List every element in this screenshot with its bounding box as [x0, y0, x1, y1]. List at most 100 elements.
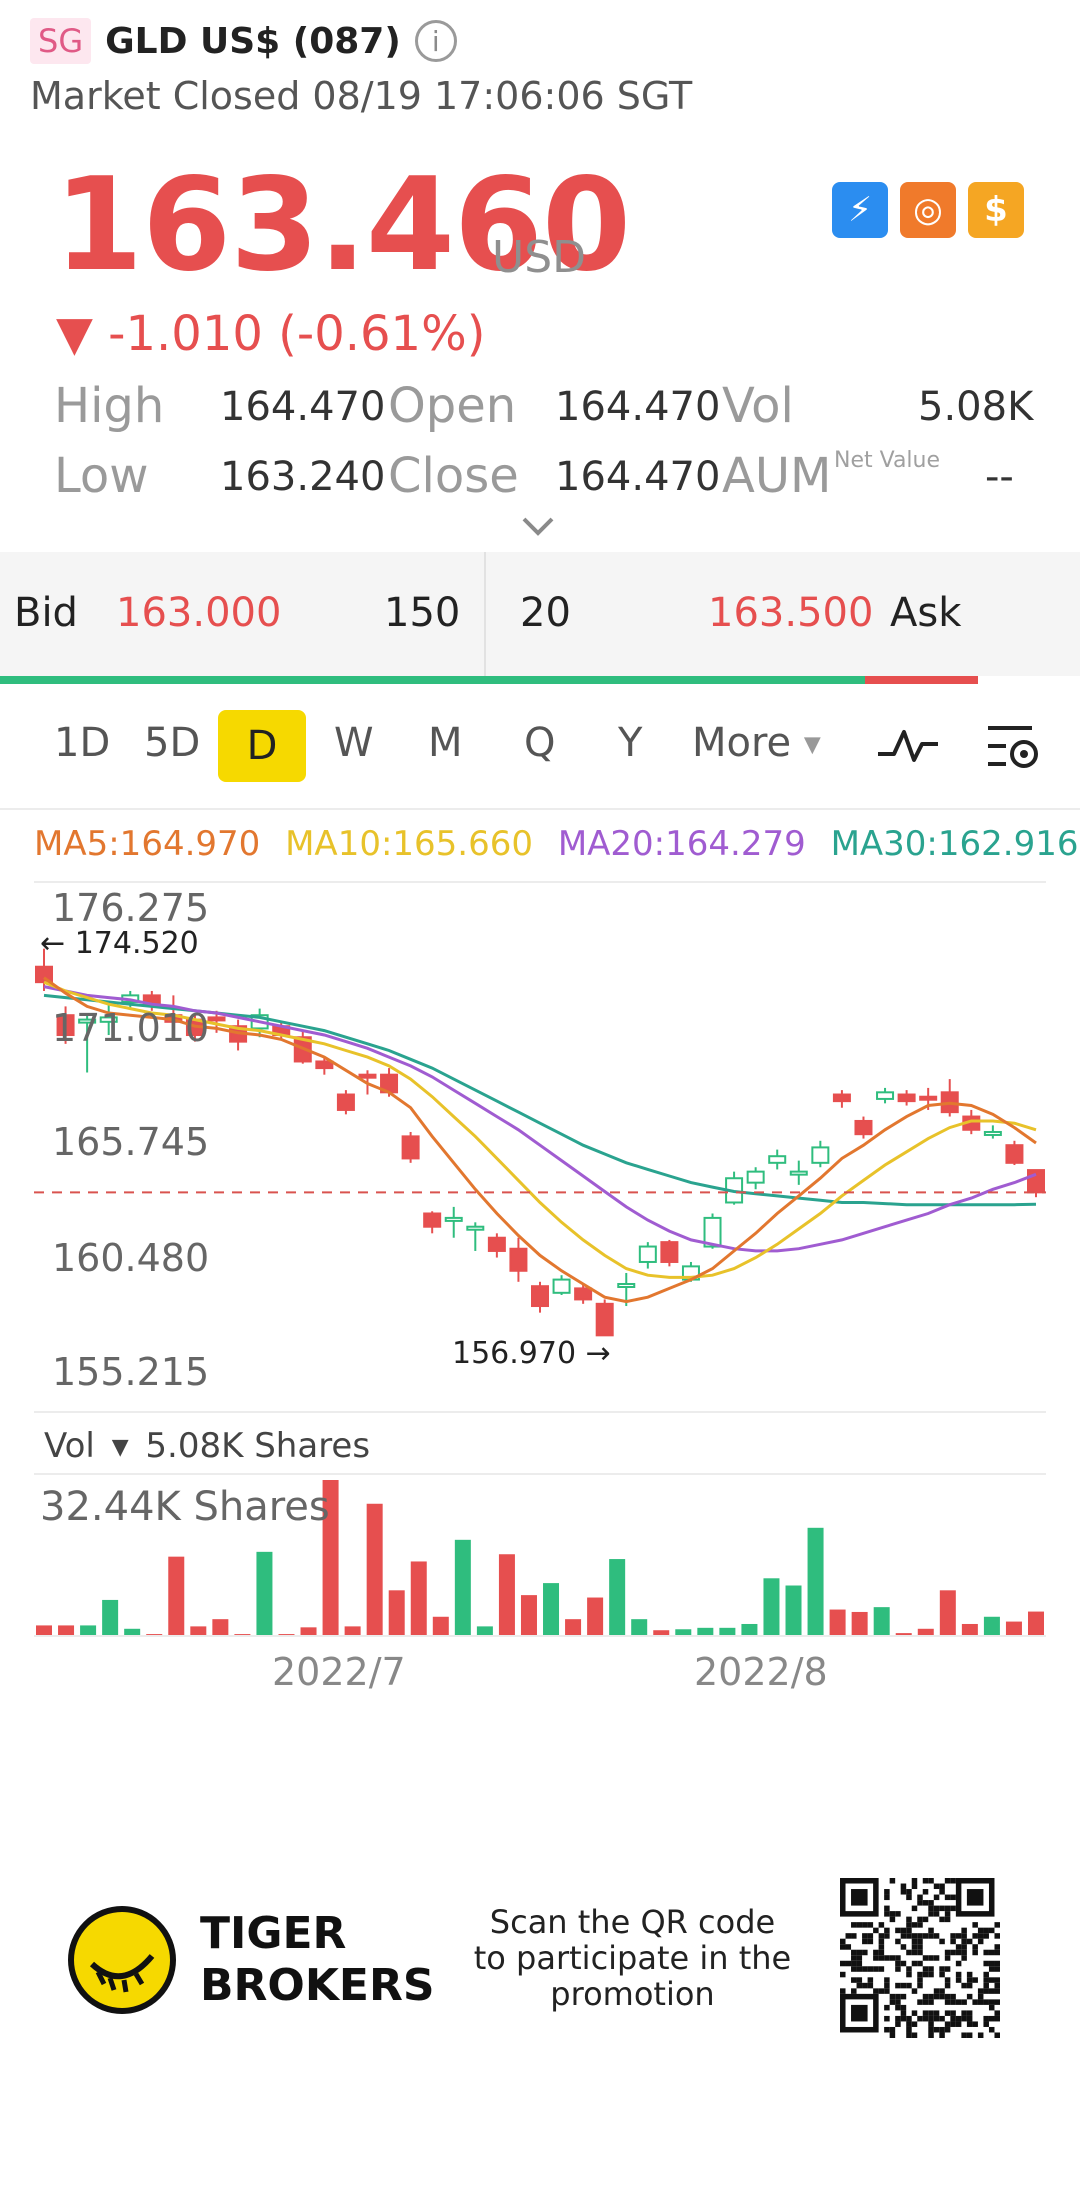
qr-module — [922, 1900, 929, 1906]
qr-module — [900, 1944, 907, 1950]
qr-module — [862, 1938, 868, 1945]
volume-bar — [388, 1590, 405, 1636]
qr-module — [944, 1949, 951, 1956]
candle-body — [876, 1091, 895, 1100]
tab-1d[interactable]: 1D — [54, 720, 111, 766]
qr-module — [884, 1889, 890, 1895]
dollar-icon[interactable]: $ — [968, 182, 1024, 238]
qr-module — [840, 1938, 846, 1945]
qr-code[interactable] — [840, 1878, 1000, 2038]
tab-y[interactable]: Y — [618, 720, 643, 766]
qr-module — [939, 1966, 945, 1972]
tab-q[interactable]: Q — [524, 720, 556, 766]
qr-module — [878, 1944, 885, 1950]
qr-module — [972, 1922, 978, 1928]
price-unit: USD — [492, 232, 587, 283]
volume-bar — [80, 1625, 97, 1636]
qr-module — [955, 1944, 962, 1950]
qr-module — [911, 2021, 918, 2027]
qr-module — [944, 1993, 951, 2000]
tab-w[interactable]: W — [334, 720, 374, 766]
lightning-icon[interactable]: ⚡ — [832, 182, 888, 238]
bid-ask-panel — [0, 552, 1080, 676]
qr-module — [944, 2026, 951, 2033]
candle-body — [78, 1018, 97, 1024]
qr-module — [944, 1911, 951, 1917]
qr-module — [851, 1955, 857, 1961]
volume-max-label: 32.44K Shares — [40, 1484, 330, 1530]
qr-module — [922, 1955, 929, 1961]
chart-settings-icon[interactable] — [986, 722, 1042, 776]
qr-module — [961, 1949, 967, 1956]
volume-bar — [190, 1626, 207, 1636]
qr-module — [939, 1938, 945, 1945]
qr-module — [966, 1993, 973, 2000]
qr-module — [906, 1922, 912, 1928]
qr-module — [906, 1889, 912, 1895]
qr-module — [922, 1971, 929, 1978]
tab-m[interactable]: M — [428, 720, 463, 766]
volume-header[interactable]: Vol ▼ 5.08K Shares — [44, 1426, 370, 1466]
qr-module — [900, 2004, 907, 2011]
y-tick-2: 171.010 — [52, 1006, 210, 1050]
info-icon[interactable]: i — [414, 20, 457, 62]
qr-module — [950, 1993, 956, 2000]
candle-body — [897, 1093, 916, 1103]
low-marker-value: 156.970 — [452, 1336, 577, 1371]
qr-module — [939, 1993, 945, 2000]
qr-module — [884, 1933, 890, 1939]
qr-module — [895, 1982, 901, 1989]
y-tick-top: 176.275 — [52, 886, 210, 930]
volume-bar — [322, 1480, 339, 1636]
chevron-down-icon[interactable] — [520, 508, 556, 548]
volume-bar — [366, 1503, 383, 1636]
volume-bar — [36, 1625, 52, 1636]
handshake-icon[interactable]: ◎ — [900, 182, 956, 238]
ma5-line — [43, 976, 1037, 1304]
qr-module — [917, 1949, 923, 1956]
qr-module — [944, 1999, 951, 2005]
qr-module — [988, 1977, 995, 1983]
candle-body — [531, 1285, 549, 1308]
volume-bar — [741, 1623, 758, 1636]
qr-module — [983, 1977, 989, 1983]
qr-module — [878, 1966, 885, 1972]
qr-module — [944, 1905, 951, 1912]
ma-row: MA5:164.970 MA10:165.660 MA20:164.279 MA… — [34, 824, 1078, 864]
qr-module — [856, 1966, 863, 1972]
qr-module — [895, 1927, 901, 1934]
candle-body — [832, 1093, 851, 1103]
candle-body — [466, 1225, 485, 1231]
indicator-icon[interactable] — [876, 724, 940, 772]
volume-bar — [520, 1595, 537, 1636]
volume-bar — [961, 1623, 978, 1636]
qr-module — [966, 1971, 973, 1978]
qr-module — [867, 1977, 874, 1983]
x-label-aug: 2022/8 — [694, 1650, 828, 1694]
qr-module — [840, 1988, 846, 1994]
price-chart[interactable] — [0, 0, 1080, 1700]
qr-module — [944, 2010, 951, 2016]
qr-module — [856, 1982, 863, 1989]
volume-bar — [543, 1583, 560, 1636]
qr-module — [966, 2015, 973, 2022]
qr-module — [906, 2026, 912, 2033]
volume-bar — [1028, 1611, 1044, 1636]
qr-module — [889, 1999, 896, 2005]
qr-module — [928, 1999, 934, 2005]
qr-module — [911, 2010, 918, 2016]
qr-module — [917, 1938, 923, 1945]
tab-d[interactable]: D — [218, 710, 306, 782]
caret-down-icon: ▼ — [111, 1435, 129, 1460]
qr-module — [928, 1900, 934, 1906]
volume-bar — [432, 1616, 449, 1636]
qr-module — [988, 1960, 995, 1967]
qr-module — [994, 1949, 1000, 1956]
high-label: High — [54, 378, 165, 434]
tab-5d[interactable]: 5D — [144, 720, 201, 766]
volume-bar — [168, 1556, 185, 1636]
ask-label: Ask — [890, 590, 962, 636]
qr-module — [961, 1938, 967, 1945]
tab-more[interactable]: More ▼ — [692, 720, 821, 766]
qr-module — [977, 2032, 984, 2038]
